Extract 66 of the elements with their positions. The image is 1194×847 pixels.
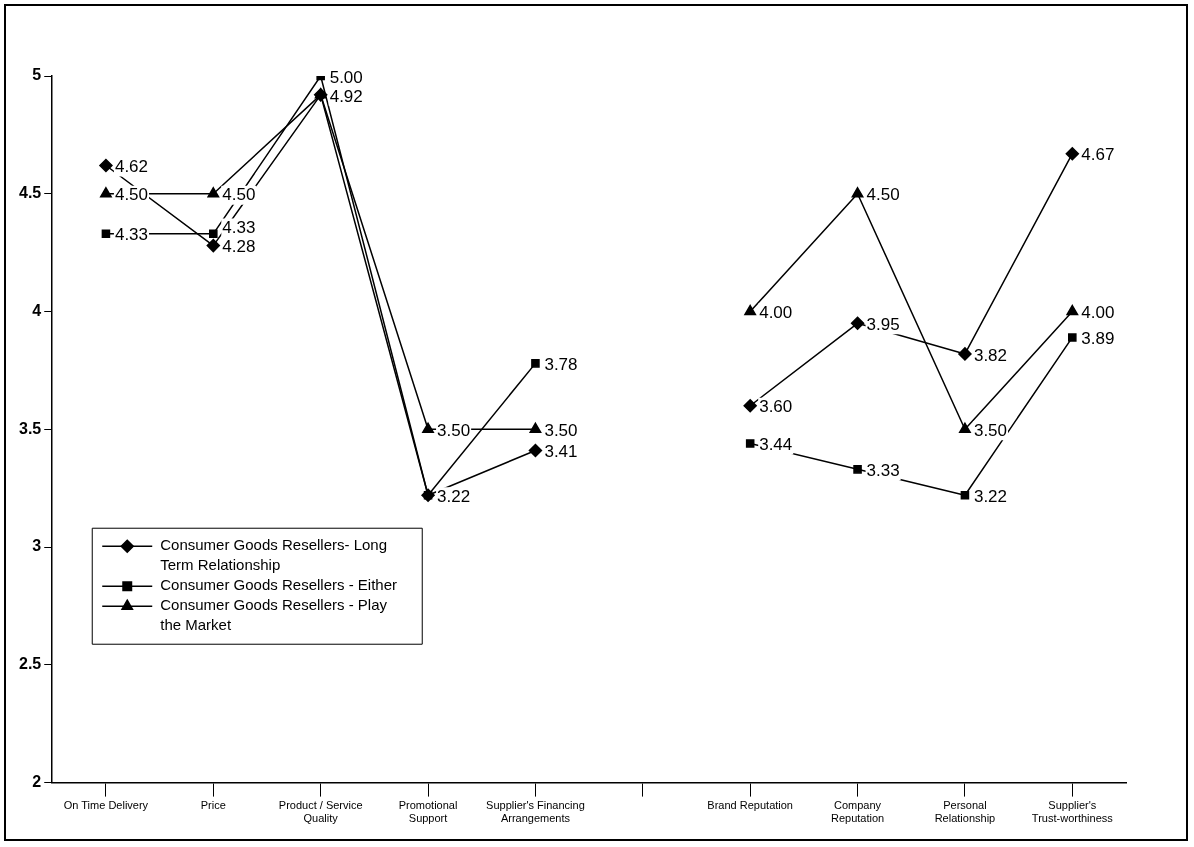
point — [207, 187, 220, 198]
data-label: 3.50 — [973, 420, 1008, 440]
data-label: 3.89 — [1081, 329, 1115, 349]
data-label: 4.33 — [222, 218, 256, 238]
point — [744, 304, 757, 316]
point — [529, 422, 542, 434]
x-tick-label: Supplier's Trust-worthiness — [1031, 799, 1114, 825]
y-tick-label: 5 — [32, 66, 42, 84]
x-tick-label: Supplier's Financing Arrangements — [486, 799, 585, 825]
y-tick-label: 4.5 — [18, 184, 42, 202]
data-label: 4.92 — [329, 86, 363, 106]
y-tick-label: 3.5 — [18, 419, 42, 437]
point — [745, 439, 755, 448]
data-label: 5.00 — [329, 67, 363, 87]
point — [531, 359, 540, 368]
data-label: 3.78 — [544, 355, 578, 375]
point — [209, 229, 218, 239]
x-tick-label: Price — [200, 799, 226, 812]
data-label: 4.67 — [1081, 145, 1115, 165]
point — [528, 443, 543, 458]
point — [851, 187, 864, 198]
data-label: 3.50 — [544, 420, 578, 440]
point — [958, 347, 972, 361]
point — [101, 229, 111, 239]
data-label: 3.22 — [437, 486, 471, 506]
data-label: 3.41 — [544, 442, 578, 462]
data-label: 4.00 — [1081, 303, 1115, 323]
legend-label: Consumer Goods Resellers - Play the Market — [160, 596, 388, 634]
x-tick-label: Personal Relationship — [934, 799, 996, 825]
point — [960, 490, 970, 500]
data-label: 3.95 — [866, 315, 900, 334]
data-label: 4.62 — [114, 157, 149, 177]
point — [1068, 333, 1077, 342]
point — [850, 316, 865, 331]
y-tick-label: 3 — [32, 537, 42, 555]
data-label: 4.28 — [222, 237, 256, 257]
data-label: 3.50 — [437, 420, 471, 440]
x-tick-label: On Time Delivery — [63, 799, 149, 812]
data-label: 4.50 — [114, 185, 149, 205]
y-tick-label: 4 — [32, 301, 42, 319]
data-label: 3.33 — [866, 461, 900, 481]
data-label: 4.50 — [866, 185, 900, 205]
x-tick-label: Promotional Support — [398, 799, 458, 825]
data-label: 3.22 — [973, 486, 1008, 506]
point — [99, 187, 112, 198]
legend-label: Consumer Goods Resellers - Either — [160, 576, 398, 594]
point — [1066, 304, 1079, 316]
data-label: 3.60 — [759, 397, 793, 417]
x-tick-label: Product / Service Quality — [278, 799, 363, 825]
legend-label: Consumer Goods Resellers- Long Term Relationship — [160, 536, 388, 574]
x-tick-label: Brand Reputation — [707, 799, 793, 812]
y-tick-label: 2.5 — [18, 655, 42, 673]
point — [99, 158, 113, 173]
point — [206, 238, 221, 253]
point — [958, 422, 971, 434]
data-label: 3.82 — [973, 345, 1008, 365]
data-label: 4.33 — [114, 225, 149, 245]
y-tick-label: 2 — [32, 773, 42, 791]
x-tick-label: Company Reputation — [830, 799, 885, 825]
data-label: 3.44 — [759, 435, 793, 455]
point — [1065, 146, 1080, 161]
data-label: 4.00 — [759, 303, 793, 323]
point — [743, 399, 757, 413]
point — [422, 422, 434, 434]
point — [853, 465, 862, 474]
data-label: 4.50 — [222, 185, 256, 205]
